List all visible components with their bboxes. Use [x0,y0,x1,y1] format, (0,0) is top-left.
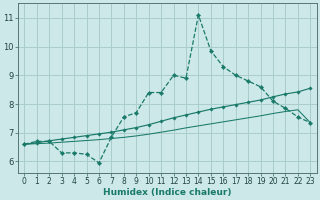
X-axis label: Humidex (Indice chaleur): Humidex (Indice chaleur) [103,188,232,197]
